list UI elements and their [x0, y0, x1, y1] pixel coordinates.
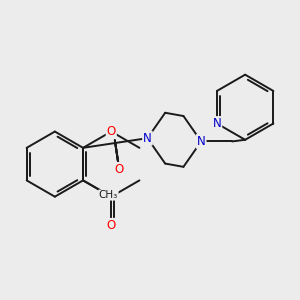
Text: CH₃: CH₃: [99, 190, 118, 200]
Text: O: O: [115, 163, 124, 176]
Text: N: N: [143, 132, 152, 145]
Text: O: O: [106, 219, 116, 232]
Text: N: N: [197, 135, 206, 148]
Text: O: O: [106, 125, 116, 138]
Text: N: N: [213, 117, 221, 130]
